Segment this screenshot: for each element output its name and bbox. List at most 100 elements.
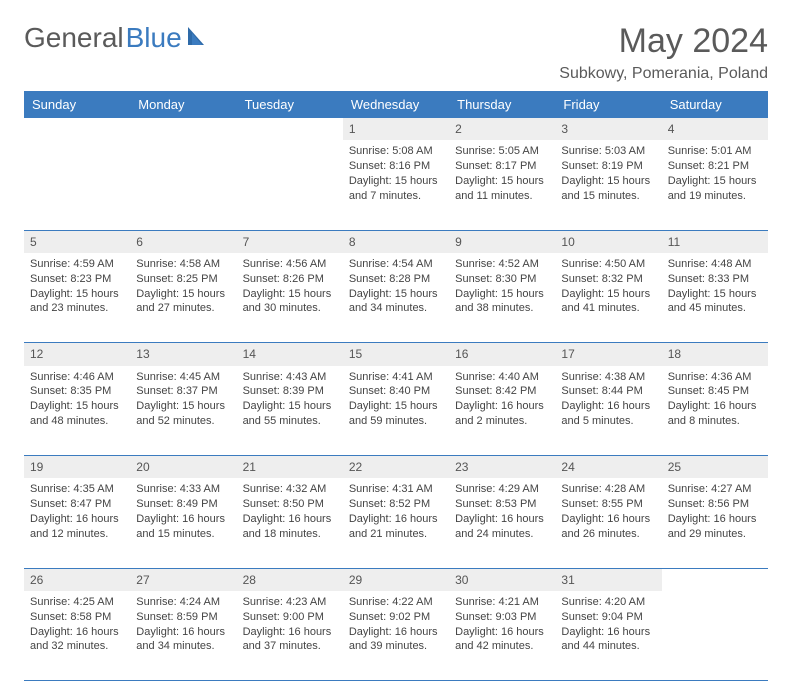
day2-text: and 8 minutes. <box>668 414 762 429</box>
sunrise-text: Sunrise: 4:35 AM <box>30 482 124 497</box>
day-number: 23 <box>449 456 555 479</box>
sunset-text: Sunset: 8:25 PM <box>136 272 230 287</box>
day2-text: and 52 minutes. <box>136 414 230 429</box>
day2-text: and 34 minutes. <box>136 639 230 654</box>
dayheader-sat: Saturday <box>662 91 768 118</box>
calendar-cell: Sunrise: 4:52 AMSunset: 8:30 PMDaylight:… <box>449 253 555 343</box>
day-number: 7 <box>237 230 343 253</box>
calendar-cell: Sunrise: 4:43 AMSunset: 8:39 PMDaylight:… <box>237 366 343 456</box>
day-number: 13 <box>130 343 236 366</box>
sunrise-text: Sunrise: 4:58 AM <box>136 257 230 272</box>
day1-text: Daylight: 16 hours <box>136 625 230 640</box>
day-number: 1 <box>343 118 449 140</box>
sunset-text: Sunset: 8:56 PM <box>668 497 762 512</box>
sunset-text: Sunset: 8:58 PM <box>30 610 124 625</box>
sunrise-text: Sunrise: 4:22 AM <box>349 595 443 610</box>
day1-text: Daylight: 15 hours <box>136 287 230 302</box>
day2-text: and 5 minutes. <box>561 414 655 429</box>
daynum-row: 1234 <box>24 118 768 140</box>
day-number: 12 <box>24 343 130 366</box>
sunrise-text: Sunrise: 4:23 AM <box>243 595 337 610</box>
day2-text: and 11 minutes. <box>455 189 549 204</box>
day-number: 22 <box>343 456 449 479</box>
calendar-cell <box>24 140 130 230</box>
day1-text: Daylight: 15 hours <box>243 399 337 414</box>
day2-text: and 39 minutes. <box>349 639 443 654</box>
sunset-text: Sunset: 8:30 PM <box>455 272 549 287</box>
sail-icon <box>186 22 212 54</box>
day1-text: Daylight: 16 hours <box>668 512 762 527</box>
day-number: 26 <box>24 568 130 591</box>
day-number <box>130 118 236 140</box>
sunrise-text: Sunrise: 4:50 AM <box>561 257 655 272</box>
day2-text: and 24 minutes. <box>455 527 549 542</box>
day1-text: Daylight: 15 hours <box>668 174 762 189</box>
day-number: 27 <box>130 568 236 591</box>
day1-text: Daylight: 16 hours <box>30 512 124 527</box>
day2-text: and 7 minutes. <box>349 189 443 204</box>
daynum-row: 12131415161718 <box>24 343 768 366</box>
sunset-text: Sunset: 9:02 PM <box>349 610 443 625</box>
day1-text: Daylight: 16 hours <box>243 625 337 640</box>
day-number: 8 <box>343 230 449 253</box>
day1-text: Daylight: 16 hours <box>349 512 443 527</box>
day-number: 21 <box>237 456 343 479</box>
day-number <box>237 118 343 140</box>
calendar-cell <box>662 591 768 681</box>
day2-text: and 44 minutes. <box>561 639 655 654</box>
calendar-cell: Sunrise: 4:38 AMSunset: 8:44 PMDaylight:… <box>555 366 661 456</box>
calendar-cell: Sunrise: 4:50 AMSunset: 8:32 PMDaylight:… <box>555 253 661 343</box>
sunset-text: Sunset: 8:44 PM <box>561 384 655 399</box>
daynum-row: 262728293031 <box>24 568 768 591</box>
calendar-cell: Sunrise: 4:25 AMSunset: 8:58 PMDaylight:… <box>24 591 130 681</box>
day2-text: and 15 minutes. <box>561 189 655 204</box>
day2-text: and 15 minutes. <box>136 527 230 542</box>
calendar-cell: Sunrise: 4:31 AMSunset: 8:52 PMDaylight:… <box>343 478 449 568</box>
day-number: 5 <box>24 230 130 253</box>
day-number: 14 <box>237 343 343 366</box>
day2-text: and 37 minutes. <box>243 639 337 654</box>
sunset-text: Sunset: 8:47 PM <box>30 497 124 512</box>
sunrise-text: Sunrise: 4:28 AM <box>561 482 655 497</box>
calendar-cell: Sunrise: 5:05 AMSunset: 8:17 PMDaylight:… <box>449 140 555 230</box>
calendar-cell <box>130 140 236 230</box>
calendar-cell: Sunrise: 4:32 AMSunset: 8:50 PMDaylight:… <box>237 478 343 568</box>
sunset-text: Sunset: 9:04 PM <box>561 610 655 625</box>
day2-text: and 26 minutes. <box>561 527 655 542</box>
day-number: 6 <box>130 230 236 253</box>
calendar-cell: Sunrise: 4:58 AMSunset: 8:25 PMDaylight:… <box>130 253 236 343</box>
sunset-text: Sunset: 8:21 PM <box>668 159 762 174</box>
brand-logo: GeneralBlue <box>24 22 212 54</box>
day2-text: and 45 minutes. <box>668 301 762 316</box>
sunrise-text: Sunrise: 4:52 AM <box>455 257 549 272</box>
day1-text: Daylight: 16 hours <box>243 512 337 527</box>
calendar-cell: Sunrise: 5:08 AMSunset: 8:16 PMDaylight:… <box>343 140 449 230</box>
sunrise-text: Sunrise: 4:41 AM <box>349 370 443 385</box>
sunrise-text: Sunrise: 4:56 AM <box>243 257 337 272</box>
day1-text: Daylight: 16 hours <box>668 399 762 414</box>
day1-text: Daylight: 16 hours <box>561 512 655 527</box>
day2-text: and 32 minutes. <box>30 639 124 654</box>
day-number <box>662 568 768 591</box>
day2-text: and 48 minutes. <box>30 414 124 429</box>
day-number: 18 <box>662 343 768 366</box>
day-number: 24 <box>555 456 661 479</box>
calendar-row: Sunrise: 5:08 AMSunset: 8:16 PMDaylight:… <box>24 140 768 230</box>
sunrise-text: Sunrise: 4:27 AM <box>668 482 762 497</box>
calendar-cell: Sunrise: 4:27 AMSunset: 8:56 PMDaylight:… <box>662 478 768 568</box>
sunset-text: Sunset: 8:53 PM <box>455 497 549 512</box>
calendar-cell: Sunrise: 5:03 AMSunset: 8:19 PMDaylight:… <box>555 140 661 230</box>
day1-text: Daylight: 15 hours <box>561 287 655 302</box>
calendar-cell: Sunrise: 4:56 AMSunset: 8:26 PMDaylight:… <box>237 253 343 343</box>
sunrise-text: Sunrise: 4:20 AM <box>561 595 655 610</box>
day1-text: Daylight: 16 hours <box>136 512 230 527</box>
day2-text: and 30 minutes. <box>243 301 337 316</box>
day1-text: Daylight: 15 hours <box>30 399 124 414</box>
calendar-cell: Sunrise: 4:29 AMSunset: 8:53 PMDaylight:… <box>449 478 555 568</box>
sunset-text: Sunset: 9:00 PM <box>243 610 337 625</box>
day2-text: and 59 minutes. <box>349 414 443 429</box>
day-number: 11 <box>662 230 768 253</box>
day1-text: Daylight: 15 hours <box>349 399 443 414</box>
sunrise-text: Sunrise: 4:32 AM <box>243 482 337 497</box>
day-number: 31 <box>555 568 661 591</box>
